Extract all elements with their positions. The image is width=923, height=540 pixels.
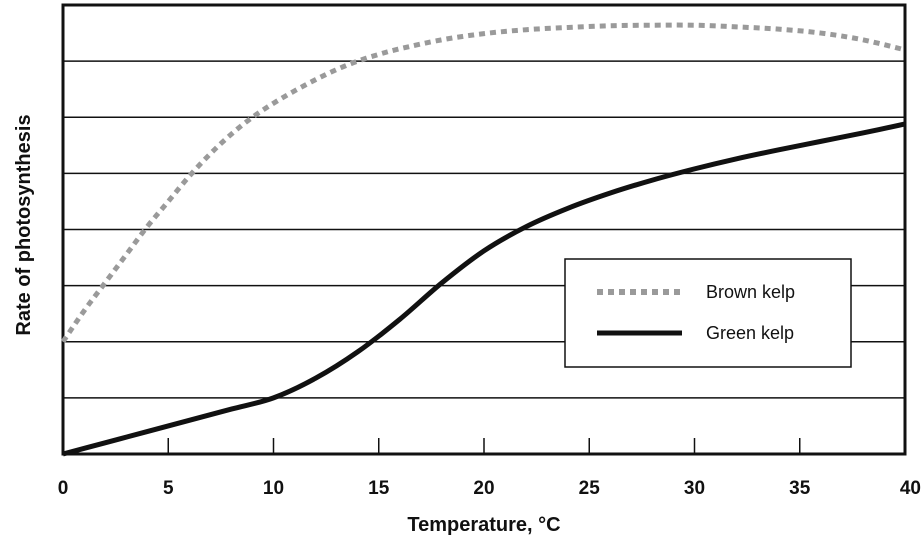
legend-box xyxy=(564,258,852,368)
x-tick-label-15: 15 xyxy=(368,478,390,499)
x-tick-label-0: 0 xyxy=(58,478,69,499)
x-tick-label-30: 30 xyxy=(684,478,705,499)
legend-label-brown-kelp: Brown kelp xyxy=(706,282,795,302)
series-line-brown-kelp xyxy=(60,22,906,344)
x-tick-label-20: 20 xyxy=(473,478,494,499)
series-layer xyxy=(60,22,906,457)
x-tick-label-35: 35 xyxy=(789,478,811,499)
x-tick-label-25: 25 xyxy=(579,478,601,499)
y-axis-title: Rate of photosynthesis xyxy=(13,114,35,335)
x-axis-ticks: 0 5 10 15 20 25 30 35 40 xyxy=(58,438,921,499)
x-tick-label-10: 10 xyxy=(263,478,284,499)
x-axis-title: Temperature, °C xyxy=(407,514,560,536)
legend-label-green-kelp: Green kelp xyxy=(706,323,794,343)
x-tick-label-5: 5 xyxy=(163,478,174,499)
series-line-green-kelp xyxy=(62,121,906,457)
x-tick-label-40: 40 xyxy=(900,478,921,499)
legend: Brown kelp Green kelp xyxy=(564,258,852,368)
